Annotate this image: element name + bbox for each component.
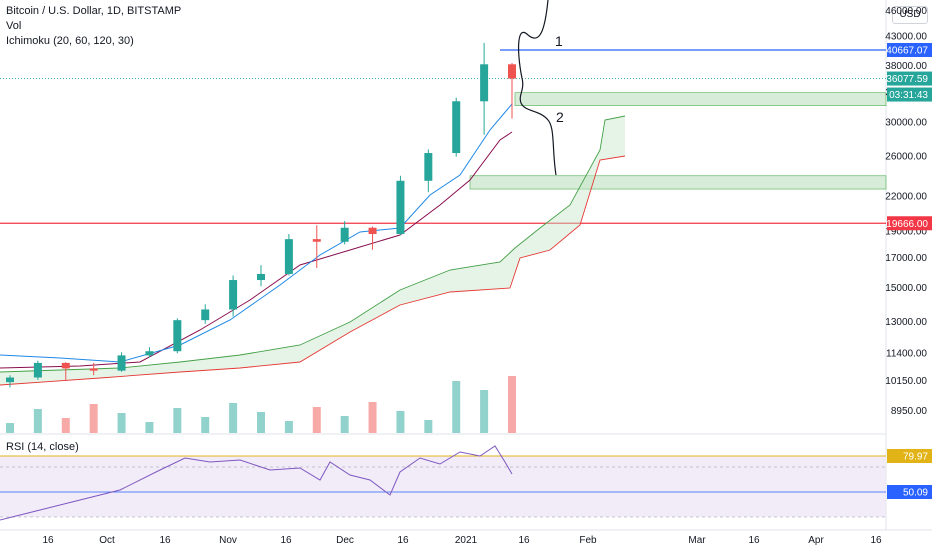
volume-bar — [312, 407, 321, 433]
candle-body — [396, 180, 405, 235]
time-tick-label: 16 — [280, 535, 292, 546]
candle-body — [312, 239, 321, 242]
rsi-badge — [887, 485, 932, 499]
candle-body — [424, 153, 433, 181]
volume-bar — [257, 412, 265, 433]
volume-legend: Vol — [6, 20, 22, 32]
volume-bar — [508, 376, 516, 433]
volume-bar — [424, 420, 433, 433]
volume-bar — [89, 404, 98, 433]
annotation-curve-1 — [517, 0, 549, 104]
price-badge-label: 03:31:43 — [889, 90, 928, 101]
candle-body — [257, 273, 265, 281]
time-tick-label: 16 — [870, 535, 882, 546]
support-zone — [469, 175, 887, 190]
volume-bar — [117, 413, 126, 433]
price-tick-label: 8950.00 — [891, 406, 928, 417]
candle-body — [6, 377, 14, 383]
volume-bar — [6, 423, 14, 433]
candle-body — [452, 101, 461, 154]
annotation-label-1: 1 — [555, 33, 563, 49]
price-badge-label: 19666.00 — [886, 219, 928, 230]
ichimoku-legend: Ichimoku (20, 60, 120, 30) — [6, 35, 134, 47]
price-badge — [887, 87, 932, 102]
candle-body — [117, 355, 126, 371]
candle-body — [368, 227, 377, 235]
volume-bar — [229, 403, 238, 433]
price-tick-label: 22000.00 — [885, 192, 927, 203]
price-tick-label: 10150.00 — [885, 376, 927, 387]
price-tick-label: 11400.00 — [886, 348, 927, 359]
candle-body — [201, 309, 210, 321]
volume-bar — [145, 422, 154, 433]
rsi-band — [0, 456, 886, 517]
time-tick-label: Mar — [688, 535, 706, 546]
candle-body — [61, 362, 70, 369]
ichimoku-cloud — [0, 116, 625, 385]
price-tick-label: 19000.00 — [885, 226, 927, 237]
price-tick-label: 38000.00 — [885, 61, 927, 72]
support-zone — [514, 92, 887, 106]
time-tick-label: 16 — [42, 535, 54, 546]
candle-body — [173, 320, 182, 352]
rsi-line — [0, 445, 513, 521]
ichimoku-conversion-line — [0, 103, 513, 363]
price-badge — [887, 43, 932, 57]
volume-bar — [33, 409, 42, 433]
volume-bar — [61, 418, 70, 433]
price-tick-label: 15000.00 — [885, 283, 927, 294]
volume-bar — [201, 417, 210, 433]
rsi-badge — [887, 449, 932, 463]
price-tick-label: 46000.00 — [885, 6, 927, 17]
price-tick-label: 26000.00 — [885, 152, 927, 163]
price-badge-label: 40667.07 — [886, 46, 928, 57]
volume-bar — [284, 421, 293, 433]
candle-body — [480, 64, 489, 102]
candle-body — [508, 64, 516, 79]
price-tick-label: 43000.00 — [885, 32, 927, 43]
volume-bar — [368, 402, 377, 433]
price-badge — [887, 216, 932, 231]
price-tick-label: 30000.00 — [885, 118, 927, 129]
currency-button[interactable]: USD — [892, 6, 928, 24]
candle-body — [229, 280, 238, 310]
candle-body — [145, 351, 154, 356]
volume-bar — [480, 390, 489, 433]
time-tick-label: Dec — [336, 535, 354, 546]
volume-bar — [173, 408, 182, 433]
ichimoku-base-line — [0, 131, 513, 369]
candle-body — [340, 227, 349, 242]
time-tick-label: 16 — [518, 535, 530, 546]
annotation-curve-2 — [520, 102, 557, 176]
annotation-label-2: 2 — [556, 109, 564, 125]
rsi-badge-label: 50.09 — [903, 488, 928, 499]
price-badge-label: 36077.59 — [886, 74, 928, 85]
volume-bar — [340, 416, 349, 433]
price-tick-label: 13000.00 — [885, 317, 927, 328]
time-tick-label: Feb — [579, 535, 597, 546]
rsi-badge-label: 79.97 — [903, 452, 928, 463]
time-tick-label: 16 — [159, 535, 171, 546]
volume-bar — [396, 411, 405, 433]
time-tick-label: 2021 — [455, 535, 478, 546]
price-tick-label: 17000.00 — [885, 253, 927, 264]
candle-body — [284, 239, 293, 274]
rsi-legend: RSI (14, close) — [6, 441, 79, 453]
volume-bar — [452, 381, 461, 433]
candle-body — [89, 368, 98, 371]
time-tick-label: Nov — [219, 535, 237, 546]
time-tick-label: 16 — [397, 535, 409, 546]
price-badge — [887, 71, 932, 86]
time-tick-label: Apr — [808, 535, 824, 546]
time-tick-label: 16 — [748, 535, 760, 546]
ichimoku-span-b — [0, 155, 626, 386]
ichimoku-span-a — [0, 115, 626, 373]
chart-title: Bitcoin / U.S. Dollar, 1D, BITSTAMP — [6, 5, 182, 17]
time-tick-label: Oct — [99, 535, 115, 546]
candle-body — [33, 362, 42, 378]
